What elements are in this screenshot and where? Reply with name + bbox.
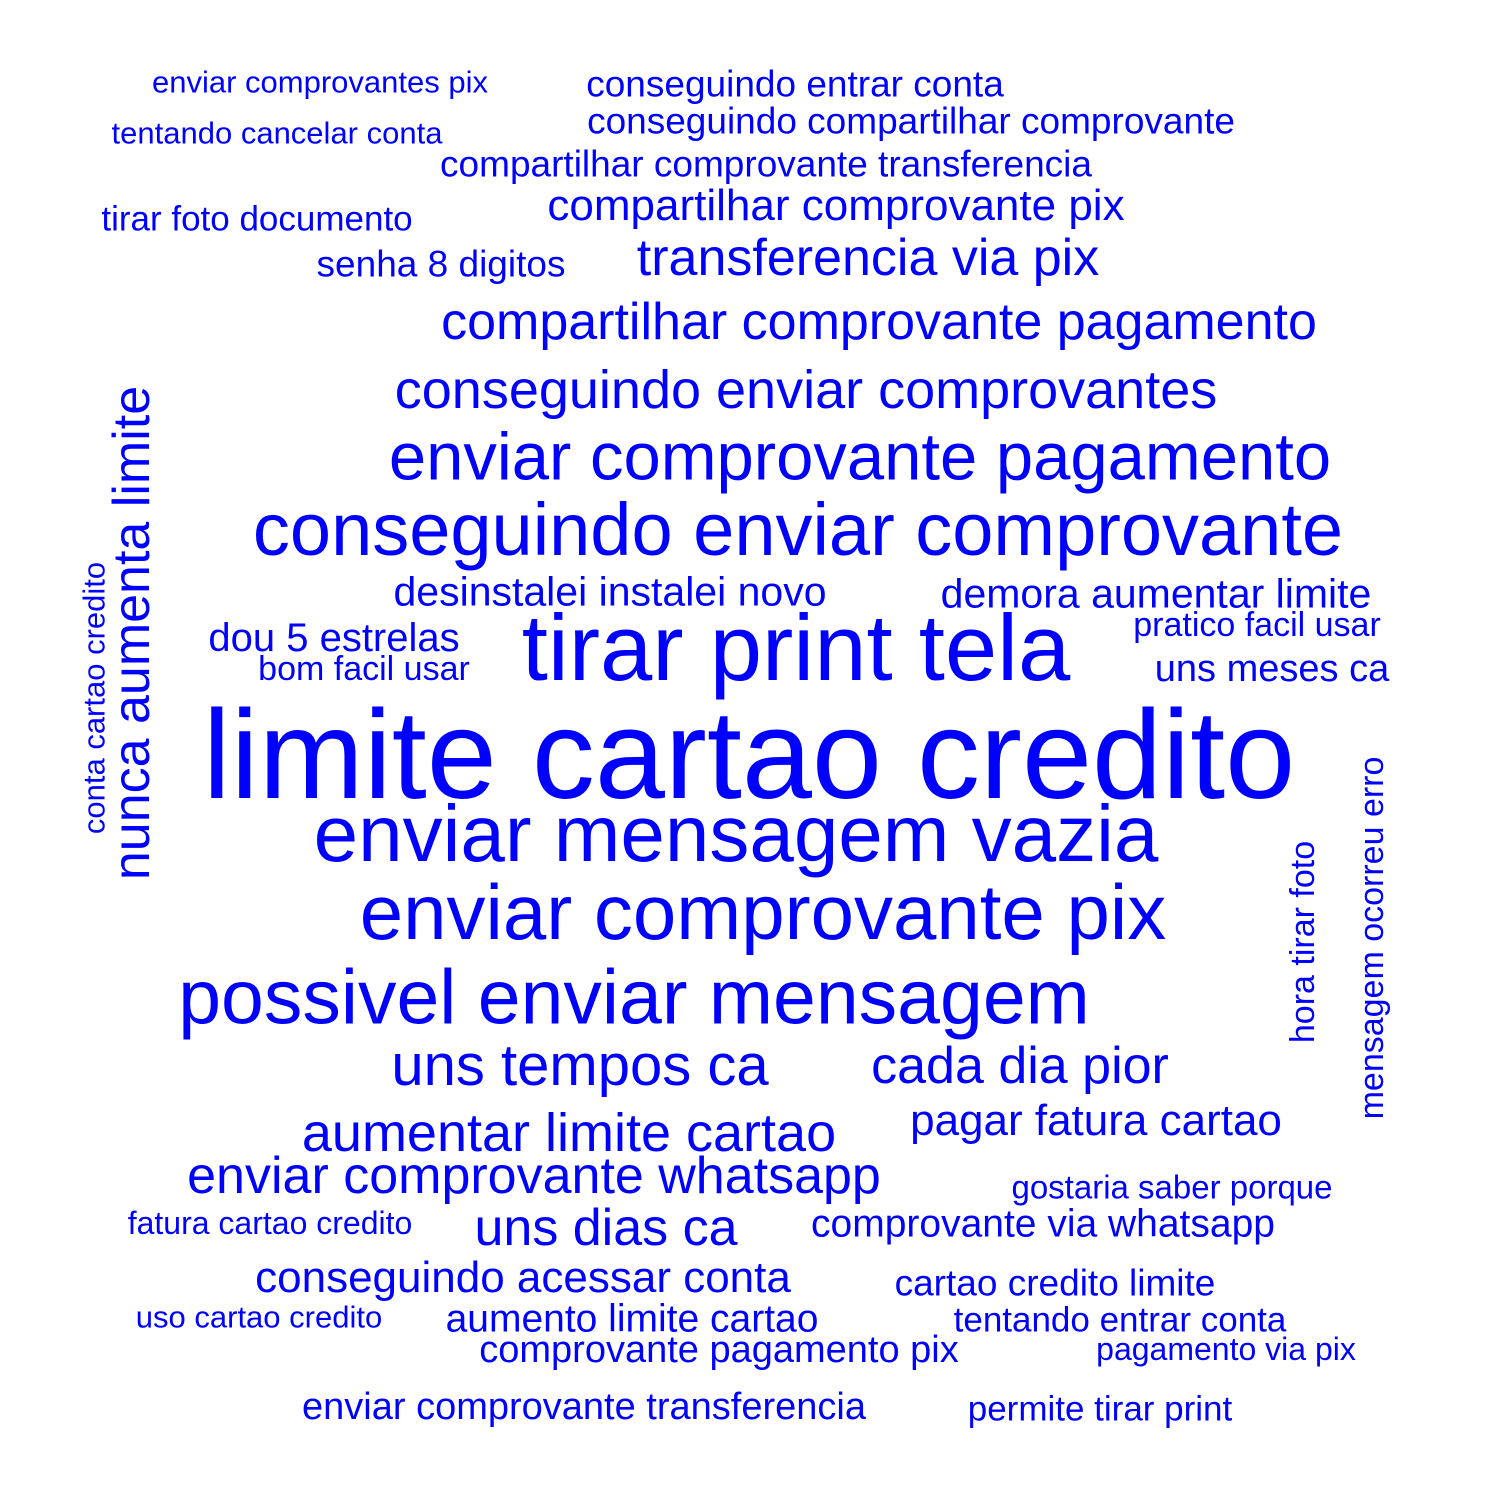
cloud-word: pagamento via pix: [1096, 1331, 1356, 1367]
cloud-word: conseguindo acessar conta: [255, 1253, 791, 1302]
cloud-word: aumentar limite cartao: [301, 1103, 837, 1163]
cloud-word: enviar comprovante transferencia: [302, 1386, 866, 1428]
cloud-word: enviar comprovante pix: [359, 868, 1167, 956]
cloud-word: tentando cancelar conta: [111, 115, 443, 151]
cloud-word: uso cartao credito: [135, 1299, 383, 1335]
cloud-word: compartilhar comprovante transferencia: [440, 143, 1092, 185]
cloud-word: uns meses ca: [1154, 648, 1390, 690]
cloud-word: pagar fatura cartao: [910, 1096, 1282, 1145]
cloud-word: enviar comprovante whatsapp: [187, 1147, 881, 1205]
cloud-word: pratico facil usar: [1133, 606, 1381, 644]
cloud-word: conseguindo enviar comprovantes: [394, 360, 1218, 420]
cloud-word: desinstalei instalei novo: [393, 568, 827, 615]
cloud-word: cada dia pior: [871, 1037, 1169, 1095]
cloud-word: bom facil usar: [258, 650, 470, 688]
cloud-word: demora aumentar limite: [940, 570, 1372, 617]
cloud-word: compartilhar comprovante pagamento: [441, 293, 1317, 351]
cloud-word: gostaria saber porque: [1011, 1168, 1333, 1206]
cloud-word: permite tirar print: [967, 1389, 1233, 1429]
cloud-word-vertical: nunca aumenta limite: [103, 385, 161, 881]
cloud-word-vertical: mensagem ocorreu erro: [1353, 756, 1391, 1120]
cloud-word: conseguindo compartilhar comprovante: [587, 100, 1235, 142]
cloud-word: enviar comprovantes pix: [152, 64, 488, 100]
cloud-word: tirar print tela: [521, 595, 1071, 700]
cloud-word: conseguindo enviar comprovante: [252, 488, 1344, 571]
cloud-word: aumento limite cartao: [445, 1297, 819, 1341]
cloud-word: comprovante via whatsapp: [811, 1202, 1275, 1246]
cloud-word: enviar comprovante pagamento: [388, 419, 1332, 495]
cloud-word: dou 5 estrelas: [208, 616, 460, 660]
cloud-word: senha 8 digitos: [316, 243, 566, 285]
cloud-word: compartilhar comprovante pix: [547, 181, 1125, 230]
cloud-word: enviar mensagem vazia: [313, 789, 1159, 878]
cloud-word: uns dias ca: [474, 1199, 738, 1257]
cloud-word: tirar foto documento: [101, 199, 413, 239]
cloud-word: conseguindo entrar conta: [586, 63, 1004, 105]
cloud-word: uns tempos ca: [391, 1033, 769, 1098]
cloud-word: limite cartao credito: [202, 684, 1296, 825]
cloud-word: comprovante pagamento pix: [479, 1329, 959, 1371]
cloud-word: fatura cartao credito: [127, 1205, 413, 1241]
cloud-word: transferencia via pix: [636, 229, 1100, 287]
cloud-word-vertical: hora tirar foto: [1284, 840, 1322, 1044]
cloud-word: possivel enviar mensagem: [178, 954, 1090, 1041]
cloud-word: tentando entrar conta: [953, 1300, 1287, 1340]
cloud-word: cartao credito limite: [894, 1262, 1216, 1304]
